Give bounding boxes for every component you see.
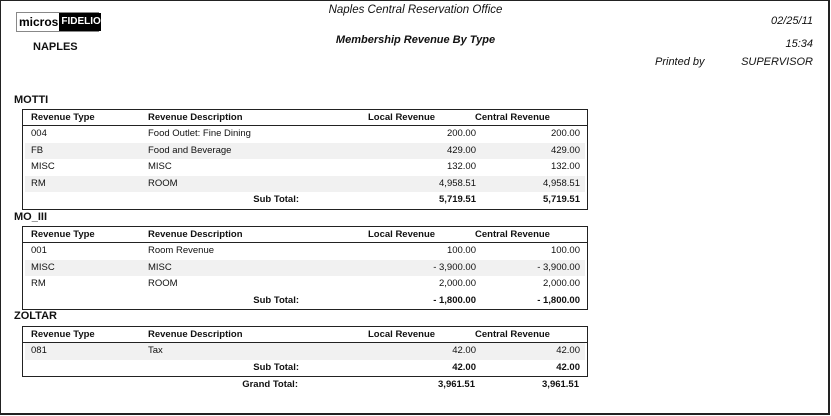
grand-total-local: 3,961.51 (438, 379, 475, 390)
revenue-description: Tax (148, 345, 163, 356)
grand-total-central: 3,961.51 (542, 379, 579, 390)
subtotal-local: 5,719.51 (439, 194, 476, 205)
central-revenue: 200.00 (550, 128, 580, 139)
revenue-table: Revenue Type Revenue Description Local Rev… (22, 326, 588, 377)
table-row: FB Food and Beverage 429.00 429.00 (23, 142, 587, 159)
table-header: Revenue Type Revenue Description Local Rev… (23, 110, 587, 126)
revenue-description: Food Outlet: Fine Dining (148, 128, 251, 139)
subtotal-row: Sub Total: - 1,800.00 - 1,800.00 (23, 293, 587, 310)
column-header: Local Revenue (368, 112, 436, 123)
central-revenue: 2,000.00 (543, 278, 580, 289)
subtotal-label: Sub Total: (253, 194, 299, 205)
grand-total-row: Grand Total: 3,961.51 3,961.51 (22, 377, 586, 393)
central-revenue: - 3,900.00 (537, 261, 580, 273)
report-title: Membership Revenue By Type (335, 34, 496, 46)
row-shading (25, 175, 585, 192)
logo-text-left: micros (17, 13, 60, 31)
subtotal-label: Sub Total: (253, 294, 299, 306)
revenue-description: MISC (148, 261, 172, 273)
local-revenue: - 3,900.00 (433, 261, 476, 273)
printed-by-user: SUPERVISOR (741, 56, 813, 68)
group-name: MO_III (14, 211, 48, 223)
local-revenue: 42.00 (452, 345, 476, 356)
group-name: MOTTI (14, 94, 49, 106)
local-revenue: 2,000.00 (439, 278, 476, 289)
column-header: Local Revenue (368, 229, 436, 240)
revenue-type: FB (31, 144, 44, 156)
revenue-description: ROOM (148, 278, 178, 289)
revenue-type: 004 (31, 128, 47, 139)
local-revenue: 132.00 (446, 161, 476, 172)
revenue-type: MISC (31, 161, 55, 172)
table-row: 001 Room Revenue 100.00 100.00 (23, 243, 587, 260)
table-row: 081 Tax 42.00 42.00 (23, 343, 587, 360)
group-name: ZOLTAR (14, 310, 57, 322)
central-revenue: 100.00 (550, 245, 580, 256)
revenue-description: Food and Beverage (148, 144, 232, 156)
column-header: Revenue Description (148, 112, 243, 123)
column-header: Revenue Type (31, 229, 95, 240)
revenue-description: Room Revenue (148, 245, 215, 256)
office-title: Naples Central Reservation Office (328, 4, 503, 16)
subtotal-local: - 1,800.00 (433, 294, 476, 306)
subtotal-central: 5,719.51 (543, 194, 580, 205)
subtotal-row: Sub Total: 5,719.51 5,719.51 (23, 192, 587, 209)
row-shading (25, 259, 585, 276)
column-header: Central Revenue (475, 329, 550, 340)
subtotal-label: Sub Total: (253, 361, 299, 373)
revenue-table: Revenue Type Revenue Description Local Rev… (22, 109, 588, 210)
column-header: Revenue Type (31, 112, 95, 123)
table-header: Revenue Type Revenue Description Local Rev… (23, 227, 587, 243)
column-header: Revenue Description (148, 229, 243, 240)
property-name: NAPLES (33, 41, 78, 53)
table-row: MISC MISC 132.00 132.00 (23, 159, 587, 176)
local-revenue: 4,958.51 (439, 177, 476, 189)
central-revenue: 4,958.51 (543, 177, 580, 189)
table-row: 004 Food Outlet: Fine Dining 200.00 200.00 (23, 126, 587, 143)
logo-text-right: FIDELIO (59, 13, 101, 31)
local-revenue: 200.00 (446, 128, 476, 139)
row-shading (25, 142, 585, 159)
revenue-table: Revenue Type Revenue Description Local Rev… (22, 226, 588, 310)
subtotal-row: Sub Total: 42.00 42.00 (23, 360, 587, 377)
revenue-description: ROOM (148, 177, 178, 189)
grand-total-label: Grand Total: (242, 379, 298, 390)
central-revenue: 132.00 (550, 161, 580, 172)
table-row: RM ROOM 2,000.00 2,000.00 (23, 276, 587, 293)
revenue-type: 001 (31, 245, 47, 256)
subtotal-central: - 1,800.00 (537, 294, 580, 306)
column-header: Central Revenue (475, 112, 550, 123)
column-header: Revenue Description (148, 329, 243, 340)
table-header: Revenue Type Revenue Description Local Rev… (23, 327, 587, 343)
revenue-type: RM (31, 278, 46, 289)
local-revenue: 100.00 (446, 245, 476, 256)
revenue-description: MISC (148, 161, 172, 172)
micros-fidelio-logo: micros FIDELIO (16, 12, 101, 32)
table-row: MISC MISC - 3,900.00 - 3,900.00 (23, 259, 587, 276)
report-date: 02/25/11 (770, 15, 813, 27)
central-revenue: 42.00 (556, 345, 580, 356)
subtotal-local: 42.00 (452, 361, 476, 373)
central-revenue: 429.00 (550, 144, 580, 156)
revenue-type: RM (31, 177, 46, 189)
printed-by-label: Printed by (655, 56, 705, 68)
revenue-type: 081 (31, 345, 47, 356)
table-row: RM ROOM 4,958.51 4,958.51 (23, 175, 587, 192)
row-shading (25, 343, 585, 360)
column-header: Revenue Type (31, 329, 95, 340)
subtotal-central: 42.00 (556, 361, 580, 373)
local-revenue: 429.00 (446, 144, 476, 156)
column-header: Local Revenue (368, 329, 436, 340)
report-time: 15:34 (785, 38, 813, 50)
column-header: Central Revenue (475, 229, 550, 240)
revenue-type: MISC (31, 261, 55, 273)
